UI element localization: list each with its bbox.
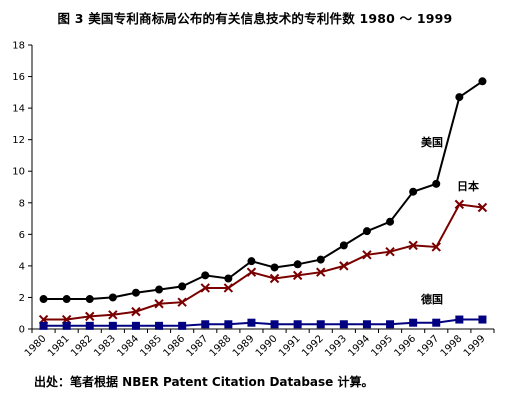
data-point xyxy=(455,93,464,102)
data-point xyxy=(85,295,94,304)
data-point xyxy=(478,77,487,86)
data-point xyxy=(155,321,164,330)
data-point xyxy=(339,261,349,271)
x-tick-label: 1987 xyxy=(185,333,211,359)
data-point xyxy=(455,315,464,324)
x-tick-label: 1986 xyxy=(161,333,187,359)
data-point xyxy=(409,318,418,327)
data-point xyxy=(316,320,325,329)
y-tick-label: 0 xyxy=(19,325,25,336)
data-point xyxy=(293,260,302,269)
x-tick-label: 1996 xyxy=(392,333,418,359)
data-point xyxy=(432,179,441,188)
data-point xyxy=(454,199,465,210)
y-tick-label: 12 xyxy=(12,135,25,146)
y-tick-label: 6 xyxy=(19,230,25,241)
x-tick-label: 1982 xyxy=(69,333,95,359)
data-point xyxy=(108,310,118,320)
x-tick-label: 1995 xyxy=(369,333,395,359)
data-point xyxy=(224,320,233,329)
data-point xyxy=(386,217,395,226)
x-tick-label: 1985 xyxy=(138,333,164,359)
x-tick-label: 1999 xyxy=(462,333,488,359)
data-point xyxy=(62,321,71,330)
y-tick-label: 10 xyxy=(12,167,25,178)
y-tick-label: 14 xyxy=(12,104,25,115)
data-point xyxy=(224,274,233,283)
x-tick-label: 1998 xyxy=(439,333,465,359)
data-point xyxy=(362,250,372,260)
data-point xyxy=(269,273,280,284)
data-point xyxy=(431,242,441,252)
data-point xyxy=(178,321,187,330)
data-point xyxy=(154,299,164,309)
x-tick-label: 1997 xyxy=(416,333,442,359)
data-point xyxy=(62,295,71,304)
series-line xyxy=(43,203,483,321)
data-point xyxy=(316,255,325,264)
data-point xyxy=(362,227,371,236)
data-point xyxy=(270,320,279,329)
series-label: 日本 xyxy=(457,179,479,193)
x-tick-label: 1992 xyxy=(300,333,326,359)
data-point xyxy=(246,267,257,277)
data-point xyxy=(155,285,164,294)
data-point xyxy=(131,306,141,317)
data-point xyxy=(85,321,94,330)
data-point xyxy=(108,321,117,330)
chart-title: 图 3 美国专利商标局公布的有关信息技术的专利件数 1980 ～ 1999 xyxy=(57,11,453,26)
data-point xyxy=(85,311,95,322)
series-label: 美国 xyxy=(421,135,443,149)
data-point xyxy=(386,320,395,329)
data-point xyxy=(247,318,256,327)
y-tick-label: 4 xyxy=(19,261,25,272)
data-point xyxy=(201,320,210,329)
data-point xyxy=(293,320,302,329)
y-tick-label: 16 xyxy=(12,72,25,83)
x-tick-label: 1991 xyxy=(277,333,303,359)
data-point xyxy=(292,270,303,281)
x-tick-label: 1994 xyxy=(346,333,372,359)
x-tick-label: 1981 xyxy=(46,333,72,359)
data-point xyxy=(201,271,210,280)
data-point xyxy=(339,241,348,250)
data-point xyxy=(408,240,418,251)
data-point xyxy=(409,187,418,196)
data-point xyxy=(177,297,187,307)
data-point xyxy=(385,246,395,257)
x-tick-label: 1988 xyxy=(208,333,234,359)
data-point xyxy=(339,320,348,329)
y-tick-label: 2 xyxy=(19,293,25,304)
data-point xyxy=(108,293,117,302)
source-note: 出处：笔者根据 NBER Patent Citation Database 计算… xyxy=(34,375,374,389)
data-point xyxy=(270,263,279,272)
data-point xyxy=(223,283,234,293)
data-point xyxy=(432,318,441,327)
data-point xyxy=(247,257,256,266)
data-point xyxy=(131,288,140,297)
data-point xyxy=(477,202,488,213)
x-tick-label: 1990 xyxy=(254,333,280,359)
data-point xyxy=(131,321,140,330)
x-tick-label: 1989 xyxy=(231,333,257,359)
data-point xyxy=(39,321,48,330)
x-tick-label: 1984 xyxy=(115,333,141,359)
data-point xyxy=(178,282,187,291)
x-tick-label: 1983 xyxy=(92,333,118,359)
y-tick-label: 8 xyxy=(19,198,25,209)
data-point xyxy=(39,295,48,304)
data-point xyxy=(362,320,371,329)
data-point xyxy=(200,283,210,293)
data-point xyxy=(316,267,326,277)
x-tick-label: 1980 xyxy=(23,333,49,359)
data-point xyxy=(478,315,487,324)
y-tick-label: 18 xyxy=(12,41,25,52)
x-tick-label: 1993 xyxy=(323,333,349,359)
series-label: 德国 xyxy=(420,292,443,306)
